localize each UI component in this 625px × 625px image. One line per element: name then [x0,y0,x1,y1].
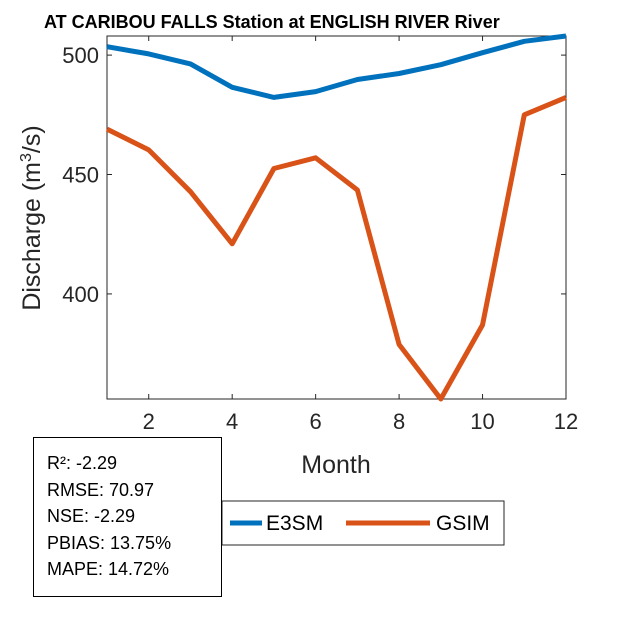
plot-frame [106,35,567,400]
x-tick-label: 8 [393,409,405,434]
x-tick-label: 10 [470,409,494,434]
stat-r2: R²: -2.29 [47,453,118,473]
series-line-gsim [105,95,567,402]
x-axis-label: Month [301,451,370,479]
series-line-e3sm [106,33,567,100]
y-axis-label: Discharge (m3/s) [18,125,46,310]
legend-label-e3sm: E3SM [266,512,323,535]
stat-mape: MAPE: 14.72% [47,559,170,579]
statistics-box: R²: -2.29 RMSE: 70.97 NSE: -2.29 PBIAS: … [33,437,222,597]
x-tick-label: 12 [554,409,578,434]
x-tick-label: 2 [143,409,155,434]
legend: E3SM GSIM [221,500,505,546]
stat-rmse: RMSE: 70.97 [47,479,155,500]
plot-area: 2 4 6 8 10 12 400 450 500 [62,33,578,434]
y-tick-label: 500 [62,43,99,68]
legend-label-gsim: GSIM [436,512,490,535]
y-tick-label: 400 [62,282,99,307]
x-tick-label: 6 [310,409,322,434]
stat-nse: NSE: -2.29 [47,506,136,526]
x-tick-label: 4 [226,409,238,434]
y-tick-label: 450 [62,163,99,188]
chart-title: AT CARIBOU FALLS Station at ENGLISH RIVE… [44,12,500,32]
stat-pbias: PBIAS: 13.75% [47,532,172,553]
